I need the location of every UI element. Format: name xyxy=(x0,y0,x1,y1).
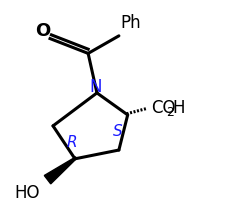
Polygon shape xyxy=(44,157,77,184)
Text: CO: CO xyxy=(151,99,175,117)
Text: 2: 2 xyxy=(166,106,174,119)
Text: N: N xyxy=(90,78,102,96)
Text: Ph: Ph xyxy=(121,14,141,32)
Text: S: S xyxy=(113,124,123,139)
Text: HO: HO xyxy=(14,184,39,202)
Text: O: O xyxy=(35,23,51,40)
Text: H: H xyxy=(172,99,185,117)
Text: R: R xyxy=(66,135,77,150)
